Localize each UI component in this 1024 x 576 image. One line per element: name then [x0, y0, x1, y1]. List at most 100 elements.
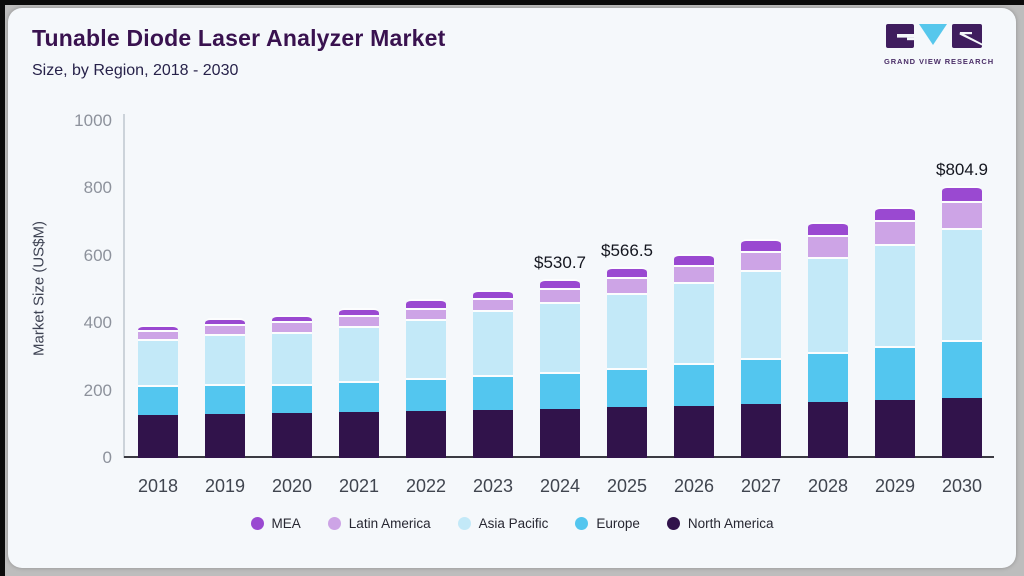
- bar-2029-segment-north-america: [875, 399, 915, 458]
- x-tick-label-2022: 2022: [405, 476, 447, 496]
- bar-2025-segment-north-america: [607, 407, 647, 458]
- bar-2028-segment-north-america: [808, 401, 848, 458]
- bar-2024: [540, 278, 580, 458]
- bar-2019-segment-europe: [205, 384, 245, 415]
- bar-2025-segment-europe: [607, 367, 647, 408]
- y-axis-line: [123, 114, 125, 458]
- bar-2027-segment-europe: [741, 357, 781, 404]
- bar-2027-segment-north-america: [741, 404, 781, 458]
- x-tick-label-2023: 2023: [472, 476, 514, 496]
- x-tick-label-2026: 2026: [673, 476, 715, 496]
- bar-2030-segment-mea: [942, 186, 982, 202]
- bar-2026-segment-mea: [674, 253, 714, 265]
- legend-item-latin-america: Latin America: [327, 516, 431, 531]
- x-tick-label-2019: 2019: [204, 476, 246, 496]
- bar-2020-segment-latin-america: [272, 321, 312, 333]
- bar-2025: [607, 266, 647, 458]
- legend-item-north-america: North America: [666, 516, 773, 531]
- bar-2022-segment-asia-pacific: [406, 318, 446, 379]
- bar-2018-segment-north-america: [138, 415, 178, 458]
- legend-item-asia-pacific: Asia Pacific: [457, 516, 549, 531]
- bar-2027: [741, 238, 781, 458]
- bar-2030-segment-europe: [942, 339, 982, 398]
- bar-2026-segment-latin-america: [674, 264, 714, 282]
- bar-2020-segment-europe: [272, 383, 312, 414]
- bar-2028-segment-mea: [808, 222, 848, 235]
- legend-label-asia-pacific: Asia Pacific: [478, 516, 549, 531]
- x-tick-label-2027: 2027: [740, 476, 782, 496]
- bar-2019-segment-latin-america: [205, 324, 245, 335]
- y-tick-label-800: 800: [83, 178, 112, 197]
- x-tick-label-2020: 2020: [271, 476, 313, 496]
- y-tick-label-1000: 1000: [74, 110, 112, 130]
- bar-2018-segment-latin-america: [138, 330, 178, 340]
- bar-2018-segment-europe: [138, 385, 178, 416]
- legend-label-europe: Europe: [596, 516, 640, 531]
- legend-swatch-north-america: [666, 517, 680, 530]
- bar-2026: [674, 253, 714, 458]
- y-tick-label-0: 0: [102, 448, 112, 467]
- bar-2028-segment-europe: [808, 352, 848, 402]
- annotation-2030: $804.9: [936, 160, 988, 180]
- legend-item-europe: Europe: [575, 516, 640, 531]
- bar-2030-segment-north-america: [942, 397, 982, 458]
- bar-2018-segment-mea: [138, 325, 178, 331]
- bar-2029-segment-mea: [875, 206, 915, 221]
- bar-2026-segment-europe: [674, 362, 714, 406]
- bar-2022-segment-north-america: [406, 411, 446, 458]
- x-tick-label-2018: 2018: [137, 476, 179, 496]
- bar-2025-segment-mea: [607, 266, 647, 278]
- bar-2022-segment-europe: [406, 378, 446, 412]
- logo-g-block: [886, 24, 914, 48]
- bar-2021-segment-latin-america: [339, 314, 379, 327]
- page-title: Tunable Diode Laser Analyzer Market: [32, 25, 446, 51]
- bar-2024-segment-asia-pacific: [540, 301, 580, 372]
- annotation-2025: $566.5: [601, 240, 653, 260]
- logo-r-block: [952, 24, 982, 48]
- bar-2020-segment-asia-pacific: [272, 332, 312, 384]
- bar-2024-segment-mea: [540, 278, 580, 289]
- bar-2027-segment-asia-pacific: [741, 270, 781, 358]
- gvr-logo-mark: [886, 24, 982, 48]
- bar-2020: [272, 314, 312, 458]
- bar-2023-segment-latin-america: [473, 298, 513, 310]
- bar-2028-segment-asia-pacific: [808, 256, 848, 353]
- bar-2026-segment-north-america: [674, 405, 714, 458]
- y-tick-label-600: 600: [83, 245, 112, 265]
- bar-2023: [473, 289, 513, 458]
- bar-2030: [942, 186, 982, 458]
- bar-2029-segment-asia-pacific: [875, 244, 915, 346]
- bar-2020-segment-mea: [272, 314, 312, 322]
- legend: MEA Latin America Asia Pacific Europe North …: [0, 516, 1024, 531]
- x-tick-label-2021: 2021: [338, 476, 380, 496]
- bar-2021-segment-europe: [339, 381, 379, 413]
- y-tick-label-400: 400: [83, 313, 112, 332]
- legend-label-latin-america: Latin America: [348, 516, 431, 531]
- bar-2023-segment-europe: [473, 375, 513, 410]
- bar-2024-segment-europe: [540, 371, 580, 409]
- legend-swatch-europe: [575, 517, 589, 530]
- annotation-2024: $530.7: [534, 252, 586, 272]
- legend-swatch-latin-america: [327, 517, 341, 530]
- bar-2029: [875, 206, 915, 458]
- bar-2025-segment-asia-pacific: [607, 292, 647, 368]
- y-axis-title: Market Size (US$M): [30, 220, 48, 357]
- bar-2023-segment-north-america: [473, 409, 513, 458]
- bar-2022-segment-latin-america: [406, 307, 446, 319]
- y-tick-label-200: 200: [83, 380, 112, 400]
- bar-2025-segment-latin-america: [607, 277, 647, 293]
- gvr-logo: GRAND VIEW RESEARCH: [884, 23, 993, 66]
- bar-2021-segment-mea: [339, 307, 379, 315]
- bar-2023-segment-asia-pacific: [473, 309, 513, 375]
- bar-2022-segment-mea: [406, 299, 446, 308]
- page-subtitle: Size, by Region, 2018 - 2030: [32, 62, 239, 79]
- bar-2027-segment-latin-america: [741, 251, 781, 271]
- bar-2024-segment-latin-america: [540, 288, 580, 302]
- bar-2022: [406, 299, 446, 458]
- bar-2030-segment-latin-america: [942, 201, 982, 228]
- bar-2029-segment-latin-america: [875, 220, 915, 245]
- bar-2021: [339, 307, 379, 458]
- bar-2020-segment-north-america: [272, 413, 312, 458]
- bar-2023-segment-mea: [473, 289, 513, 299]
